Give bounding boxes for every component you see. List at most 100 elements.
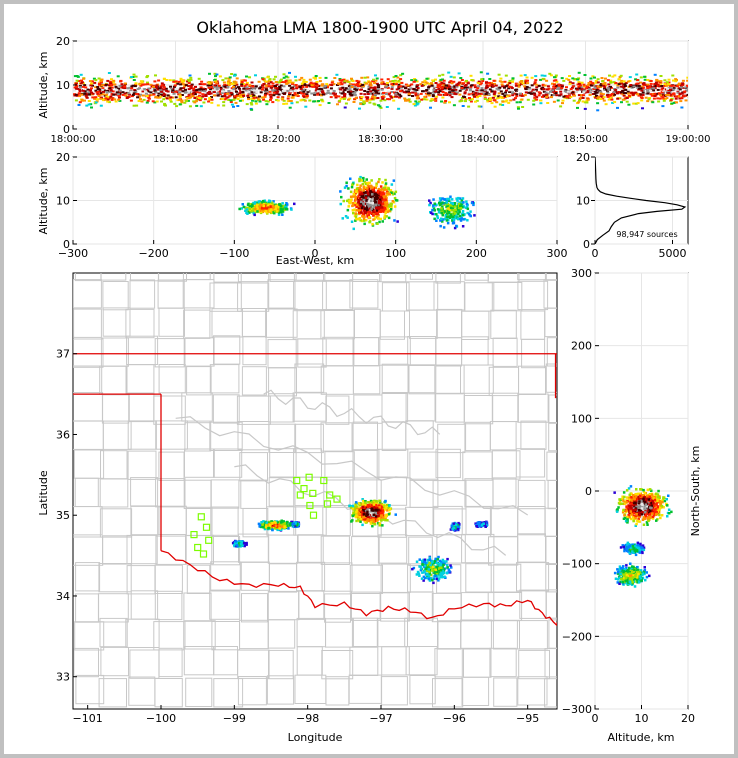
source-cell bbox=[407, 98, 411, 101]
source-cell bbox=[263, 96, 267, 98]
county-boundary bbox=[377, 534, 408, 564]
source-cell bbox=[507, 101, 511, 104]
source-cell bbox=[452, 80, 456, 83]
county-boundary bbox=[326, 476, 354, 507]
source-cell bbox=[367, 516, 370, 519]
source-cell bbox=[559, 105, 563, 108]
source-cell bbox=[384, 518, 387, 522]
source-cell bbox=[459, 217, 462, 221]
source-cell bbox=[473, 95, 476, 98]
source-cell bbox=[349, 90, 353, 93]
county-boundary bbox=[409, 273, 433, 280]
source-cell bbox=[255, 206, 259, 209]
county-boundary bbox=[127, 420, 157, 450]
source-cell bbox=[237, 86, 240, 89]
source-cell bbox=[295, 93, 299, 96]
source-cell bbox=[276, 208, 280, 212]
source-cell bbox=[625, 100, 629, 103]
source-cell bbox=[234, 87, 238, 90]
source-cell bbox=[377, 508, 381, 511]
source-cell bbox=[390, 204, 393, 208]
source-cell bbox=[249, 203, 253, 206]
source-cell bbox=[373, 93, 377, 96]
source-cell bbox=[132, 104, 136, 107]
source-cell bbox=[361, 516, 365, 519]
source-cell bbox=[516, 83, 520, 86]
source-cell bbox=[375, 212, 378, 216]
source-cell bbox=[573, 89, 577, 92]
source-cell bbox=[178, 103, 182, 106]
source-cell bbox=[613, 74, 617, 77]
source-cell bbox=[372, 218, 375, 221]
source-cell bbox=[675, 95, 678, 98]
source-cell bbox=[589, 84, 593, 87]
source-cell bbox=[118, 92, 122, 95]
source-cell bbox=[267, 203, 270, 207]
source-cell bbox=[556, 99, 560, 102]
source-cell bbox=[339, 190, 342, 193]
source-cell bbox=[625, 97, 629, 99]
source-cell bbox=[442, 79, 446, 82]
source-cell bbox=[441, 78, 444, 81]
source-cell bbox=[293, 202, 296, 206]
source-cell bbox=[471, 90, 475, 93]
source-cell bbox=[119, 79, 123, 82]
source-cell bbox=[363, 76, 367, 79]
source-cell bbox=[514, 88, 518, 91]
source-cell bbox=[74, 87, 78, 90]
source-cell bbox=[441, 96, 445, 99]
x-tick-label: 19:00:00 bbox=[666, 134, 711, 145]
source-cell bbox=[211, 89, 215, 92]
source-cell bbox=[305, 85, 309, 88]
source-cell bbox=[132, 73, 136, 76]
source-cell bbox=[551, 88, 555, 91]
source-cell bbox=[265, 85, 269, 88]
source-cell bbox=[110, 78, 113, 81]
source-cell bbox=[89, 84, 93, 87]
source-cell bbox=[416, 84, 420, 87]
county-boundary bbox=[102, 535, 133, 565]
source-cell bbox=[342, 199, 345, 203]
source-cell bbox=[615, 92, 619, 95]
source-cell bbox=[442, 218, 445, 221]
source-cell bbox=[375, 182, 378, 185]
county-boundary bbox=[461, 336, 489, 366]
source-cell bbox=[374, 511, 377, 515]
source-cell bbox=[260, 203, 263, 207]
source-cell bbox=[367, 501, 370, 504]
source-cell bbox=[532, 99, 536, 102]
x-tick-label: 0 bbox=[592, 247, 599, 260]
source-cell bbox=[621, 93, 625, 96]
source-cell bbox=[305, 93, 309, 96]
source-cell bbox=[340, 92, 344, 95]
source-cell bbox=[254, 102, 258, 105]
source-cell bbox=[200, 80, 204, 83]
source-cell bbox=[294, 75, 297, 78]
county-boundary bbox=[434, 648, 463, 678]
source-cell bbox=[383, 207, 386, 210]
source-cell bbox=[187, 88, 191, 91]
source-cell bbox=[415, 89, 419, 92]
source-cell bbox=[366, 90, 370, 93]
source-cell bbox=[586, 91, 590, 94]
source-cell bbox=[462, 201, 465, 204]
source-cell bbox=[252, 207, 256, 211]
source-cell bbox=[637, 94, 641, 97]
source-cell bbox=[390, 86, 394, 89]
source-cell bbox=[203, 83, 207, 86]
source-cell bbox=[160, 84, 164, 87]
source-cell bbox=[348, 83, 352, 86]
county-boundary bbox=[379, 336, 411, 366]
source-cell bbox=[89, 103, 93, 106]
source-cell bbox=[384, 182, 388, 185]
county-boundary bbox=[153, 395, 186, 425]
source-cell bbox=[353, 88, 357, 91]
source-cell bbox=[397, 87, 401, 90]
source-cell bbox=[603, 88, 607, 91]
source-cell bbox=[357, 209, 361, 212]
source-cell bbox=[473, 214, 476, 217]
source-cell bbox=[448, 90, 452, 93]
source-cell bbox=[458, 197, 462, 200]
source-cell bbox=[462, 218, 465, 221]
source-cell bbox=[591, 93, 595, 95]
